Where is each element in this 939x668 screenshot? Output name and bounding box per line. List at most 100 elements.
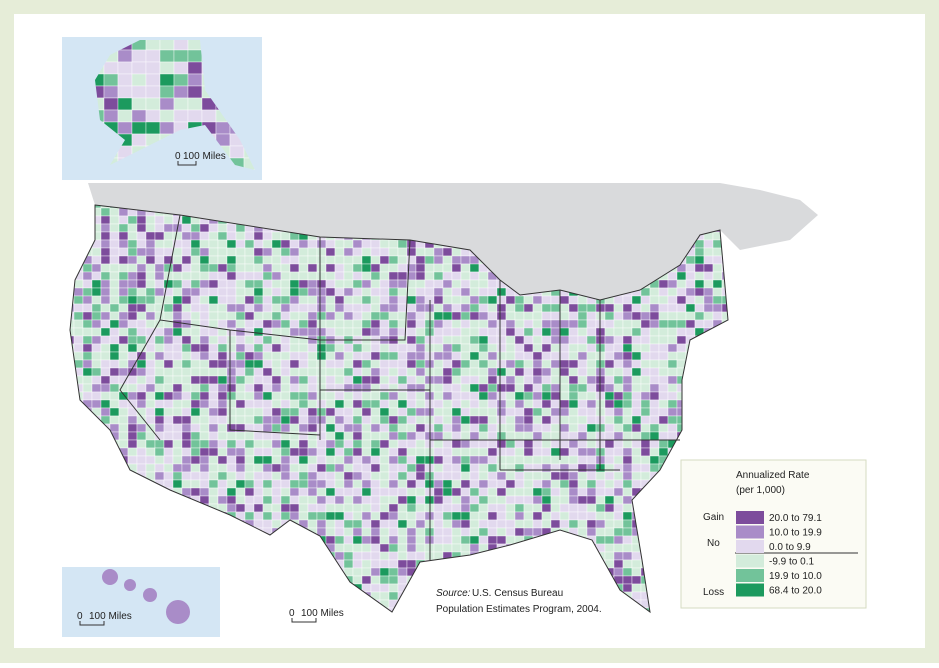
county	[334, 527, 345, 537]
county	[388, 271, 399, 281]
county	[604, 423, 615, 433]
county	[586, 375, 597, 385]
county	[604, 543, 615, 553]
county	[559, 375, 570, 385]
county	[559, 431, 570, 441]
county	[487, 519, 498, 529]
legend-swatch	[736, 525, 764, 539]
county	[190, 239, 201, 249]
county	[478, 439, 489, 449]
county	[244, 391, 255, 401]
county	[136, 247, 147, 257]
county	[325, 503, 336, 513]
county	[640, 303, 651, 313]
county	[487, 415, 498, 425]
source-line2: Population Estimates Program, 2004.	[436, 604, 602, 615]
borough	[131, 97, 147, 111]
county	[433, 359, 444, 369]
county	[298, 359, 309, 369]
county	[640, 359, 651, 369]
county	[577, 527, 588, 537]
county	[289, 271, 300, 281]
county	[118, 343, 129, 353]
county	[496, 495, 507, 505]
county	[604, 391, 615, 401]
county	[244, 447, 255, 457]
county	[469, 351, 480, 361]
county	[154, 383, 165, 393]
county	[226, 495, 237, 505]
county	[496, 447, 507, 457]
county	[433, 471, 444, 481]
county	[550, 343, 561, 353]
county	[361, 383, 372, 393]
county	[127, 271, 138, 281]
county	[469, 495, 480, 505]
county	[478, 399, 489, 409]
county	[271, 271, 282, 281]
county	[370, 567, 381, 577]
county	[604, 455, 615, 465]
county	[451, 399, 462, 409]
legend-loss: Loss	[703, 587, 724, 598]
county	[577, 455, 588, 465]
county	[568, 295, 579, 305]
county	[478, 503, 489, 513]
county	[370, 487, 381, 497]
county	[415, 463, 426, 473]
county	[613, 311, 624, 321]
county	[604, 551, 615, 561]
county	[514, 439, 525, 449]
county	[442, 447, 453, 457]
county	[190, 431, 201, 441]
county	[235, 415, 246, 425]
county	[154, 455, 165, 465]
county	[622, 551, 633, 561]
county	[217, 447, 228, 457]
county	[397, 375, 408, 385]
county	[541, 495, 552, 505]
county	[442, 455, 453, 465]
county	[307, 383, 318, 393]
county	[451, 311, 462, 321]
county	[172, 479, 183, 489]
county	[487, 439, 498, 449]
county	[361, 367, 372, 377]
county	[226, 231, 237, 241]
county	[334, 311, 345, 321]
county	[109, 367, 120, 377]
county	[91, 327, 102, 337]
county	[406, 431, 417, 441]
county	[226, 271, 237, 281]
county	[586, 359, 597, 369]
county	[568, 487, 579, 497]
county	[136, 335, 147, 345]
county	[352, 247, 363, 257]
county	[118, 303, 129, 313]
county	[253, 487, 264, 497]
county	[271, 487, 282, 497]
county	[181, 383, 192, 393]
county	[442, 527, 453, 537]
county	[127, 447, 138, 457]
county	[154, 279, 165, 289]
county	[253, 503, 264, 513]
county	[613, 551, 624, 561]
county	[622, 495, 633, 505]
county	[541, 471, 552, 481]
county	[640, 351, 651, 361]
county	[559, 407, 570, 417]
county	[442, 295, 453, 305]
county	[271, 319, 282, 329]
county	[460, 463, 471, 473]
county	[118, 231, 129, 241]
county	[190, 231, 201, 241]
county	[388, 407, 399, 417]
county	[253, 471, 264, 481]
county	[361, 471, 372, 481]
county	[154, 439, 165, 449]
county	[559, 439, 570, 449]
county	[397, 511, 408, 521]
county	[478, 391, 489, 401]
county	[82, 303, 93, 313]
